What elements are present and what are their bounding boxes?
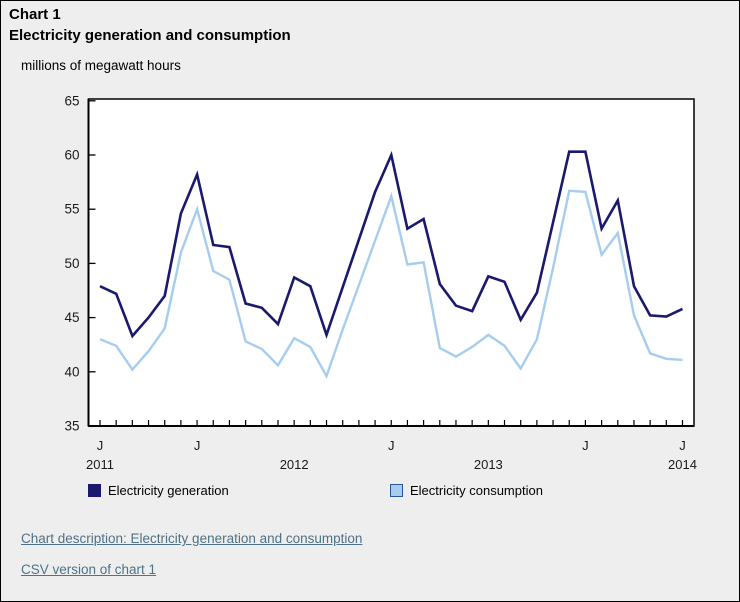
svg-text:50: 50 xyxy=(64,256,79,271)
svg-text:2012: 2012 xyxy=(280,457,309,472)
svg-text:J: J xyxy=(582,438,589,453)
chart-title: Electricity generation and consumption xyxy=(9,27,291,44)
legend-item-generation: Electricity generation xyxy=(88,483,229,498)
legend-label-consumption: Electricity consumption xyxy=(410,483,543,498)
legend-label-generation: Electricity generation xyxy=(108,483,229,498)
svg-text:J: J xyxy=(679,438,686,453)
svg-text:65: 65 xyxy=(64,93,79,108)
svg-text:40: 40 xyxy=(64,364,79,379)
generation-swatch-icon xyxy=(88,484,101,497)
chart-description-link[interactable]: Chart description: Electricity generatio… xyxy=(21,531,363,546)
csv-version-link[interactable]: CSV version of chart 1 xyxy=(21,562,157,577)
svg-text:35: 35 xyxy=(64,419,79,434)
svg-text:2014: 2014 xyxy=(668,457,697,472)
svg-text:2011: 2011 xyxy=(86,457,114,472)
svg-text:45: 45 xyxy=(64,310,79,325)
svg-text:J: J xyxy=(388,438,395,453)
consumption-line xyxy=(99,189,683,380)
legend-item-consumption: Electricity consumption xyxy=(390,483,543,498)
svg-text:J: J xyxy=(97,438,104,453)
svg-text:55: 55 xyxy=(64,202,79,217)
generation-line xyxy=(99,150,684,339)
svg-text:2013: 2013 xyxy=(474,457,503,472)
consumption-swatch-icon xyxy=(390,484,403,497)
chart-number-label: Chart 1 xyxy=(9,6,61,23)
svg-text:60: 60 xyxy=(64,148,79,163)
line-chart: 35 40 45 50 55 60 65 J J J J J 2011 2012 2013 2014 xyxy=(64,93,697,472)
y-axis-unit-label: millions of megawatt hours xyxy=(21,58,181,73)
svg-text:J: J xyxy=(194,438,201,453)
